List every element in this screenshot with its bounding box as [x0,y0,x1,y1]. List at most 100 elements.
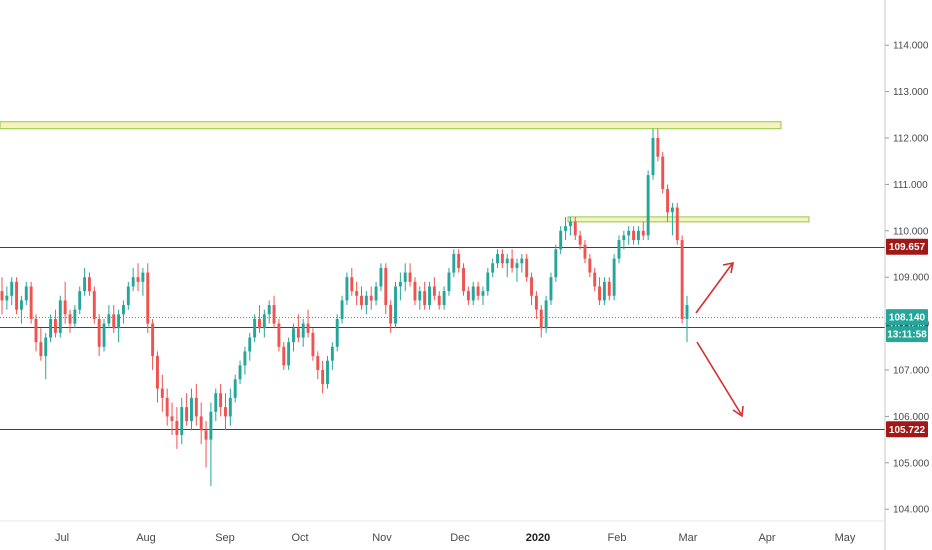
candle-body [121,305,125,315]
candle-body [180,407,184,435]
x-tick-label: 2020 [526,532,550,544]
candle-body [272,305,276,324]
candle-body [598,286,602,301]
candle-body [394,286,397,324]
level-price-label: 109.657 [889,242,926,253]
candle-body [107,314,111,324]
candle-body [578,235,582,245]
candle-body [466,291,470,301]
candle-body [330,346,334,361]
candle-body [102,323,106,347]
candle-body [316,356,320,370]
candle-body [374,286,378,301]
candle-body [534,295,538,310]
candle-body [175,421,179,435]
candle-body [602,281,606,301]
candle-body [646,175,650,236]
candle-body [136,277,140,282]
candle-body [593,272,597,287]
y-tick-label: 113.000 [893,87,929,98]
candle-body [350,277,354,292]
candle-body [68,314,72,324]
candle-body [311,332,315,357]
candle-body [224,407,227,417]
candle-body [243,351,247,366]
down-arrow-line [696,341,742,415]
candle-body [34,318,38,343]
x-tick-label: May [835,532,856,544]
x-tick-label: Oct [291,532,308,544]
y-tick-label: 104.000 [893,505,930,516]
zone-rect [567,216,810,223]
candle-body [156,356,159,389]
x-tick-label: Apr [758,532,775,544]
candle-body [496,254,499,264]
candle-body [670,207,674,213]
x-tick-label: Jul [55,532,69,544]
zone-rect [0,121,782,130]
candle-body [539,309,543,329]
candle-body [583,244,587,259]
y-tick-label: 107.000 [893,366,930,377]
candle-body [83,277,87,292]
candle-body [73,309,77,324]
candle-body [29,286,33,319]
candle-body [471,286,475,301]
y-tick-label: 111.000 [893,180,928,191]
candle-body [476,286,480,296]
candle-body [39,342,43,357]
candle-body [588,258,592,273]
candle-body [92,291,96,319]
candle-body [403,272,407,282]
candle-body [491,263,495,273]
candle-body [335,318,339,347]
candle-body [126,286,130,306]
candle-body [321,370,325,384]
candle-body [190,397,193,422]
up-arrow-head [722,261,735,274]
candle-body [15,281,19,310]
candle-body [432,286,436,296]
candle-body [389,305,393,324]
candle-body [131,277,135,287]
zone-layer [0,121,810,223]
candle-body [500,254,504,264]
candle-body [53,318,57,333]
candle-body [292,328,295,343]
candle-body [253,318,257,338]
candle-body [447,272,451,292]
candle-body [568,221,572,227]
last-price-label: 108.140 [889,313,926,324]
candle-body [170,416,174,422]
candle-body [525,258,529,278]
y-tick-label: 105.000 [893,458,930,469]
countdown-label-bg [886,326,928,343]
price-axis[interactable]: 104.000105.000106.000107.000108.000109.0… [885,41,930,516]
candle-body [636,230,640,241]
candle-body [340,300,344,319]
x-tick-label: Nov [372,532,392,544]
candle-body [423,291,427,306]
candle-body [5,295,9,301]
up-arrow-line [695,263,733,314]
candle-body [481,291,485,296]
candle-body [510,258,514,268]
candle-body [19,300,23,310]
candle-body [44,337,48,357]
candle-body [408,272,412,282]
time-axis[interactable]: Jul Aug Sep Oct Nov Dec 2020 Feb Mar Apr May [55,532,856,544]
level-price-label-bg [886,238,928,255]
candle-body [437,295,441,306]
candle-body [262,314,266,329]
x-tick-label: Feb [608,532,627,544]
candle-body [680,240,684,319]
candle-body [301,323,305,338]
candle-body [544,300,548,329]
candle-body [49,318,53,338]
candle-body [632,230,636,241]
candle-body [442,291,446,306]
candle-body [282,346,286,366]
level-price-label: 105.722 [889,425,926,436]
